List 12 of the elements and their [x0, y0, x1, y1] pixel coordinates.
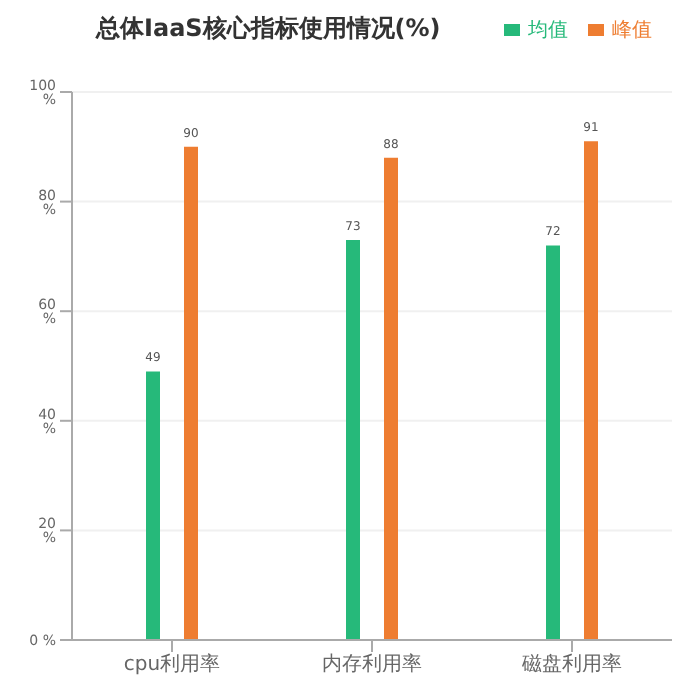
bar [146, 371, 160, 640]
legend-label: 峰值 [612, 20, 652, 42]
bar [384, 157, 398, 640]
legend-label: 均值 [528, 20, 568, 42]
x-tick-label: 磁盘利用率 [520, 652, 622, 677]
bar [546, 245, 560, 640]
bar [346, 239, 360, 640]
x-tick-label: cpu利用率 [123, 652, 221, 677]
bar [184, 146, 198, 640]
chart-title: 总体IaaS核心指标使用情况(%) [96, 12, 441, 46]
x-tick-label: 内存利用率 [322, 652, 422, 677]
bar [584, 141, 598, 640]
